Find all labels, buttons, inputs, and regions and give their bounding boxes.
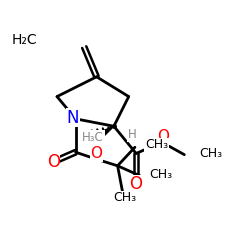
Text: O: O: [90, 146, 102, 161]
Polygon shape: [97, 126, 114, 139]
Text: O: O: [157, 129, 169, 144]
Text: N: N: [67, 108, 79, 126]
Text: O: O: [47, 153, 60, 171]
Text: CH₃: CH₃: [114, 192, 136, 204]
Text: O: O: [130, 175, 142, 193]
Text: H₃C: H₃C: [82, 131, 104, 144]
Text: CH₃: CH₃: [145, 138, 168, 151]
Text: CH₃: CH₃: [150, 168, 173, 181]
Text: H: H: [128, 128, 136, 141]
Text: H₂C: H₂C: [12, 33, 37, 47]
Text: CH₃: CH₃: [199, 147, 222, 160]
